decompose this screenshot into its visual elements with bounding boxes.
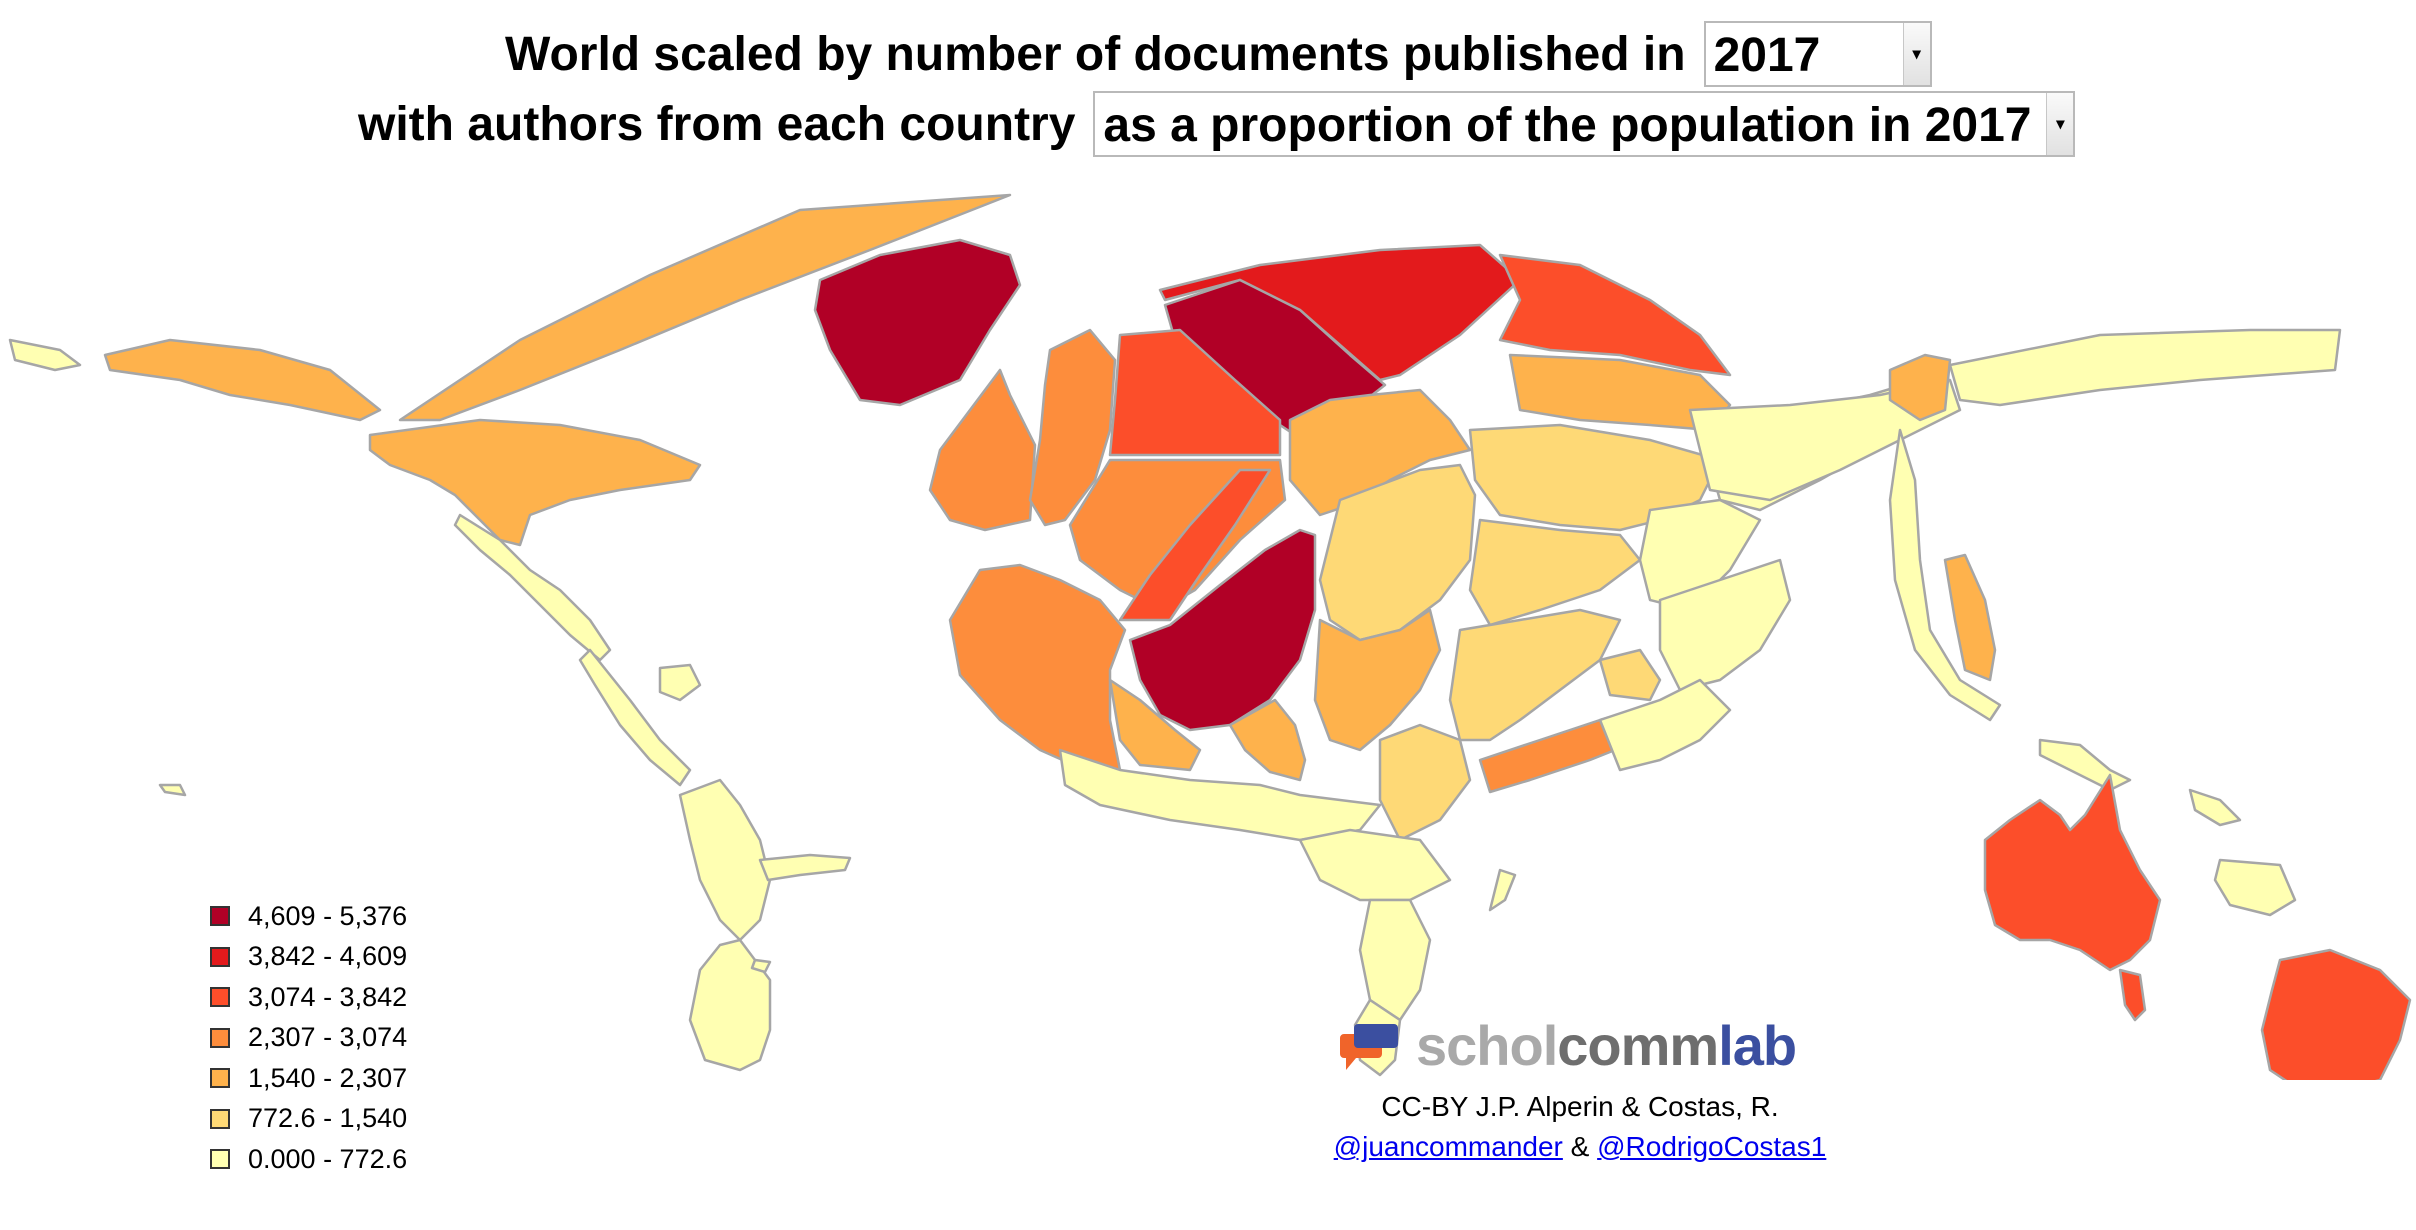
legend-label: 2,307 - 3,074 xyxy=(248,1022,408,1053)
region-pacific-island[interactable] xyxy=(2213,858,2297,917)
chevron-down-icon[interactable]: ▾ xyxy=(2046,93,2074,155)
author-link-rodrigocostas[interactable]: @RodrigoCostas1 xyxy=(1597,1131,1827,1162)
region-spain[interactable] xyxy=(1108,678,1202,772)
region-alaska[interactable] xyxy=(103,338,382,422)
region-central-europe[interactable] xyxy=(1313,608,1442,752)
region-caribbean[interactable] xyxy=(658,663,702,702)
legend-item: 772.6 - 1,540 xyxy=(210,1099,407,1140)
credits-separator: & xyxy=(1570,1131,1590,1162)
logo-part-1: schol xyxy=(1416,1014,1558,1077)
legend-label: 3,074 - 3,842 xyxy=(248,981,408,1012)
region-canada-arctic[interactable] xyxy=(398,193,1012,422)
title-prefix-1: World scaled by number of documents publ… xyxy=(505,27,1686,81)
region-poland-czech[interactable] xyxy=(1318,463,1477,642)
region-balkans[interactable] xyxy=(1468,518,1642,627)
legend-item: 3,074 - 3,842 xyxy=(210,977,407,1018)
legend-swatch xyxy=(210,1027,230,1048)
logo-wordmark: scholcommlab xyxy=(1416,1013,1797,1078)
region-north-africa[interactable] xyxy=(1058,748,1382,842)
region-france[interactable] xyxy=(948,563,1127,772)
logo-part-2: comm xyxy=(1557,1014,1719,1077)
legend-item: 3,842 - 4,609 xyxy=(210,937,407,978)
region-brazil-east[interactable] xyxy=(758,853,852,882)
region-greece-turkey[interactable] xyxy=(1448,608,1622,742)
region-indonesia[interactable] xyxy=(2038,738,2132,792)
credits-line: CC-BY J.P. Alperin & Costas, R. xyxy=(1381,1091,1779,1122)
region-hong-kong[interactable] xyxy=(1943,553,1997,682)
region-usa[interactable] xyxy=(368,418,702,547)
region-switzerland[interactable] xyxy=(1118,468,1272,622)
author-link-juancommander[interactable]: @juancommander xyxy=(1333,1131,1563,1162)
legend-item: 0.000 - 772.6 xyxy=(210,1139,407,1180)
region-middle-east[interactable] xyxy=(1378,723,1472,842)
measure-select[interactable]: as a proportion of the population in 201… xyxy=(1093,91,2076,157)
region-pacific-far-east[interactable] xyxy=(8,338,82,372)
region-italy[interactable] xyxy=(1228,698,1307,782)
legend-label: 4,609 - 5,376 xyxy=(248,900,408,931)
region-tasmania[interactable] xyxy=(2118,968,2147,1022)
chevron-down-icon[interactable]: ▾ xyxy=(1902,23,1930,85)
region-denmark[interactable] xyxy=(1108,328,1282,457)
region-southeast-asia-spine[interactable] xyxy=(1888,428,2002,722)
title-line-1: World scaled by number of documents publ… xyxy=(505,18,1932,90)
region-south-america-south[interactable] xyxy=(688,938,772,1072)
region-new-guinea[interactable] xyxy=(2188,788,2242,827)
region-madagascar[interactable] xyxy=(1488,868,1517,912)
legend-swatch xyxy=(210,987,230,1008)
legend-swatch xyxy=(210,946,230,967)
region-south-america-north[interactable] xyxy=(678,778,772,942)
legend-swatch xyxy=(210,1068,230,1089)
scholcommlab-logo: scholcommlab xyxy=(1340,1013,1797,1078)
region-central-america[interactable] xyxy=(578,648,692,787)
region-bermuda[interactable] xyxy=(750,958,772,974)
region-austria-slovenia[interactable] xyxy=(1128,528,1317,732)
region-east-asia-band[interactable] xyxy=(1948,328,2342,407)
credits-links: @juancommander & @RodrigoCostas1 xyxy=(1320,1127,1840,1167)
legend-label: 1,540 - 2,307 xyxy=(248,1062,408,1093)
legend-label: 0.000 - 772.6 xyxy=(248,1143,408,1174)
region-india[interactable] xyxy=(1598,678,1732,772)
region-central-africa[interactable] xyxy=(1358,898,1432,1022)
legend: 4,609 - 5,376 3,842 - 4,609 3,074 - 3,84… xyxy=(210,896,407,1180)
region-singapore-malaysia[interactable] xyxy=(1888,353,1952,422)
region-germany[interactable] xyxy=(1288,388,1472,517)
legend-item: 2,307 - 3,074 xyxy=(210,1018,407,1059)
region-japan-korea[interactable] xyxy=(1688,378,1962,502)
legend-label: 772.6 - 1,540 xyxy=(248,1103,408,1134)
region-finland[interactable] xyxy=(1498,253,1732,377)
region-ireland[interactable] xyxy=(928,368,1037,532)
region-iceland[interactable] xyxy=(813,238,1022,407)
speech-bubble-icon xyxy=(1340,1023,1398,1070)
legend-label: 3,842 - 4,609 xyxy=(248,941,408,972)
region-west-africa[interactable] xyxy=(1298,828,1452,902)
year-select-value: 2017 xyxy=(1713,29,1821,82)
legend-swatch xyxy=(210,906,230,927)
region-gulf[interactable] xyxy=(1598,648,1662,702)
measure-select-value: as a proportion of the population in 201… xyxy=(1103,99,2032,152)
region-south-asia[interactable] xyxy=(1658,558,1792,692)
region-uk[interactable] xyxy=(1028,328,1117,527)
region-new-zealand[interactable] xyxy=(2260,948,2412,1080)
legend-item: 1,540 - 2,307 xyxy=(210,1058,407,1099)
title-line-2: with authors from each country as a prop… xyxy=(358,88,2076,160)
region-mexico[interactable] xyxy=(453,513,612,662)
region-australia[interactable] xyxy=(1983,773,2162,972)
logo-part-3: lab xyxy=(1718,1014,1797,1077)
legend-swatch xyxy=(210,1149,230,1170)
title-prefix-2: with authors from each country xyxy=(358,97,1076,151)
credits: CC-BY J.P. Alperin & Costas, R. @juancom… xyxy=(1320,1087,1840,1167)
region-hawaii[interactable] xyxy=(158,783,187,797)
year-select[interactable]: 2017 ▾ xyxy=(1703,21,1932,87)
legend-swatch xyxy=(210,1108,230,1129)
cartogram-map xyxy=(8,193,2412,1080)
legend-item: 4,609 - 5,376 xyxy=(210,896,407,937)
